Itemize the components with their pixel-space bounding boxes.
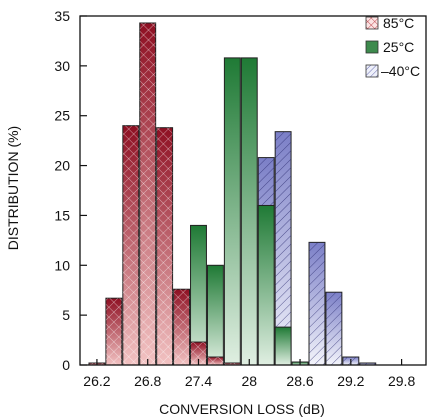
bar-25c-7 <box>206 264 224 366</box>
legend-swatch-25c <box>365 40 379 54</box>
bar-pattern-85c-8 <box>224 363 241 365</box>
x-tick-label: 29.2 <box>337 373 364 389</box>
bar-pattern-85c-4 <box>156 127 173 366</box>
bar-pattern-minus40c-16 <box>359 363 376 365</box>
y-tick-label: 5 <box>62 307 70 323</box>
bar-pattern-minus40c-14 <box>325 292 342 365</box>
x-tick-label: 28 <box>241 373 257 389</box>
legend-swatch-85c-pattern <box>365 16 379 30</box>
legend-swatch-minus40c-pattern <box>365 64 379 78</box>
y-tick-label: 15 <box>54 207 70 223</box>
y-tick-label: 0 <box>62 357 70 373</box>
y-tick-label: 20 <box>54 158 70 174</box>
y-tick-label: 10 <box>54 257 70 273</box>
y-tick-label: 25 <box>54 108 70 124</box>
y-axis-label: DISTRIBUTION (%) <box>5 126 21 250</box>
bar-25c-11 <box>274 326 292 366</box>
y-tick-label: 35 <box>54 8 70 24</box>
x-tick-label: 27.4 <box>185 373 212 389</box>
bar-pattern-85c-6 <box>190 342 207 365</box>
x-tick-label: 26.2 <box>83 373 110 389</box>
legend-label-85c: 85°C <box>383 15 414 31</box>
x-axis-label: CONVERSION LOSS (dB) <box>159 401 325 417</box>
bar-25c-8 <box>223 57 241 366</box>
y-tick-label: 30 <box>54 58 70 74</box>
legend: 85°C 25°C –40°C <box>365 15 420 79</box>
bar-25c-9 <box>240 57 258 366</box>
bar-pattern-minus40c-13 <box>309 242 325 365</box>
bar-pattern-minus40c-11 <box>275 131 292 365</box>
bar-25c-10 <box>257 204 275 366</box>
bar-pattern-85c-2 <box>122 125 139 365</box>
bar-pattern-85c-7 <box>207 357 224 365</box>
plot-frame <box>79 15 427 366</box>
x-tick-label: 29.8 <box>388 373 415 389</box>
series-85c-bars <box>88 22 241 366</box>
bar-pattern-85c-3 <box>139 22 156 365</box>
bar-pattern-85c-1 <box>105 298 122 365</box>
axis-ticks: 0 5 10 15 20 25 30 35 26.2 26.8 27.4 28 28.6 29.2 29.8 <box>54 8 415 389</box>
legend-label-25c: 25°C <box>383 39 414 55</box>
x-tick-label: 28.6 <box>286 373 313 389</box>
bar-pattern-85c-5 <box>173 289 190 365</box>
legend-label-minus40c: –40°C <box>381 63 420 79</box>
x-tick-label: 26.8 <box>134 373 161 389</box>
